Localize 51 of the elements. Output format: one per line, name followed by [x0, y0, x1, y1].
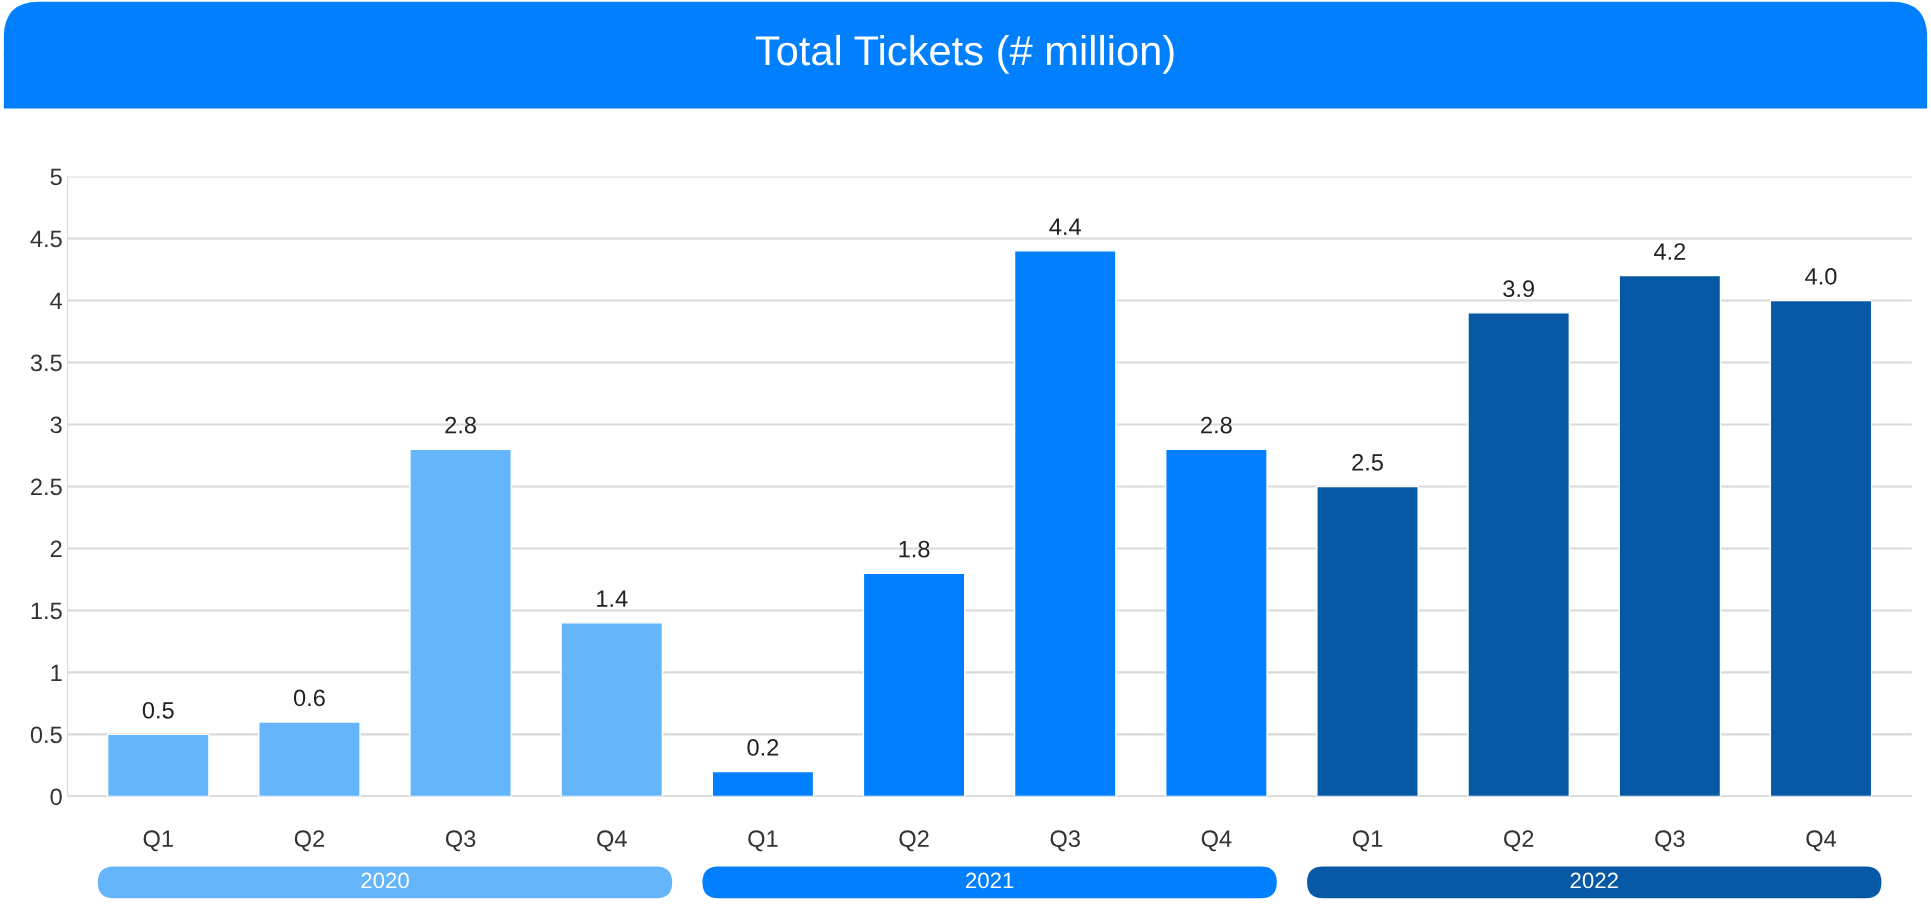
y-tick-label: 3.5 [30, 354, 62, 372]
data-label: 4.4 [1049, 218, 1081, 235]
data-label: 1.4 [597, 590, 628, 607]
x-tick-label: Q2 [899, 830, 929, 852]
x-tick-label: Q4 [597, 830, 627, 852]
y-tick-label: 4 [50, 292, 63, 310]
y-tick-label: 2 [50, 540, 62, 557]
y-tick-label: 3 [50, 416, 62, 434]
bar [409, 448, 512, 797]
x-tick-label: Q3 [1050, 830, 1080, 852]
x-tick-label: Q2 [294, 830, 324, 852]
bar [106, 733, 210, 797]
data-label: 4.2 [1653, 243, 1686, 260]
y-tick-label: 4.5 [30, 230, 62, 248]
bar [1165, 448, 1268, 797]
x-tick-label: Q4 [1806, 830, 1837, 852]
x-tick-label: Q3 [445, 830, 476, 852]
data-label: 0.6 [293, 689, 325, 707]
x-tick-label: Q4 [1201, 830, 1232, 852]
chart-title: Total Tickets (# million) [755, 34, 1174, 74]
x-tick-label: Q1 [748, 830, 778, 852]
bar [1316, 485, 1419, 797]
data-label: 0.5 [142, 701, 174, 719]
bar [711, 770, 815, 797]
bar [258, 721, 361, 797]
data-label: 4.0 [1805, 267, 1837, 285]
text: 2020 [361, 872, 409, 889]
data-label: 1.8 [899, 540, 930, 558]
bar [1769, 299, 1873, 797]
x-tick-label: Q3 [1655, 830, 1685, 852]
data-label: 0.2 [747, 739, 779, 756]
y-tick-label: 0 [50, 788, 62, 806]
text: 2021 [966, 872, 1014, 889]
x-tick-label: Q1 [143, 830, 173, 852]
bar [1467, 312, 1571, 797]
x-tick-label: Q1 [1352, 830, 1383, 852]
y-tick-label: 5 [50, 168, 62, 186]
data-label: 2.8 [445, 416, 476, 434]
y-tick-label: 1.5 [31, 602, 62, 620]
bar [862, 572, 966, 797]
bar [560, 622, 664, 797]
y-tick-label: 2.5 [31, 478, 62, 496]
text: 2022 [1570, 872, 1618, 889]
bar [1618, 274, 1722, 797]
data-label: 2.5 [1352, 453, 1383, 471]
y-tick-label: 1 [51, 664, 62, 681]
bar [1013, 250, 1117, 797]
y-tick-label: 0.5 [30, 726, 62, 744]
data-label: 2.8 [1201, 416, 1232, 434]
x-tick-label: Q2 [1504, 830, 1534, 852]
data-label: 3.9 [1503, 280, 1534, 298]
